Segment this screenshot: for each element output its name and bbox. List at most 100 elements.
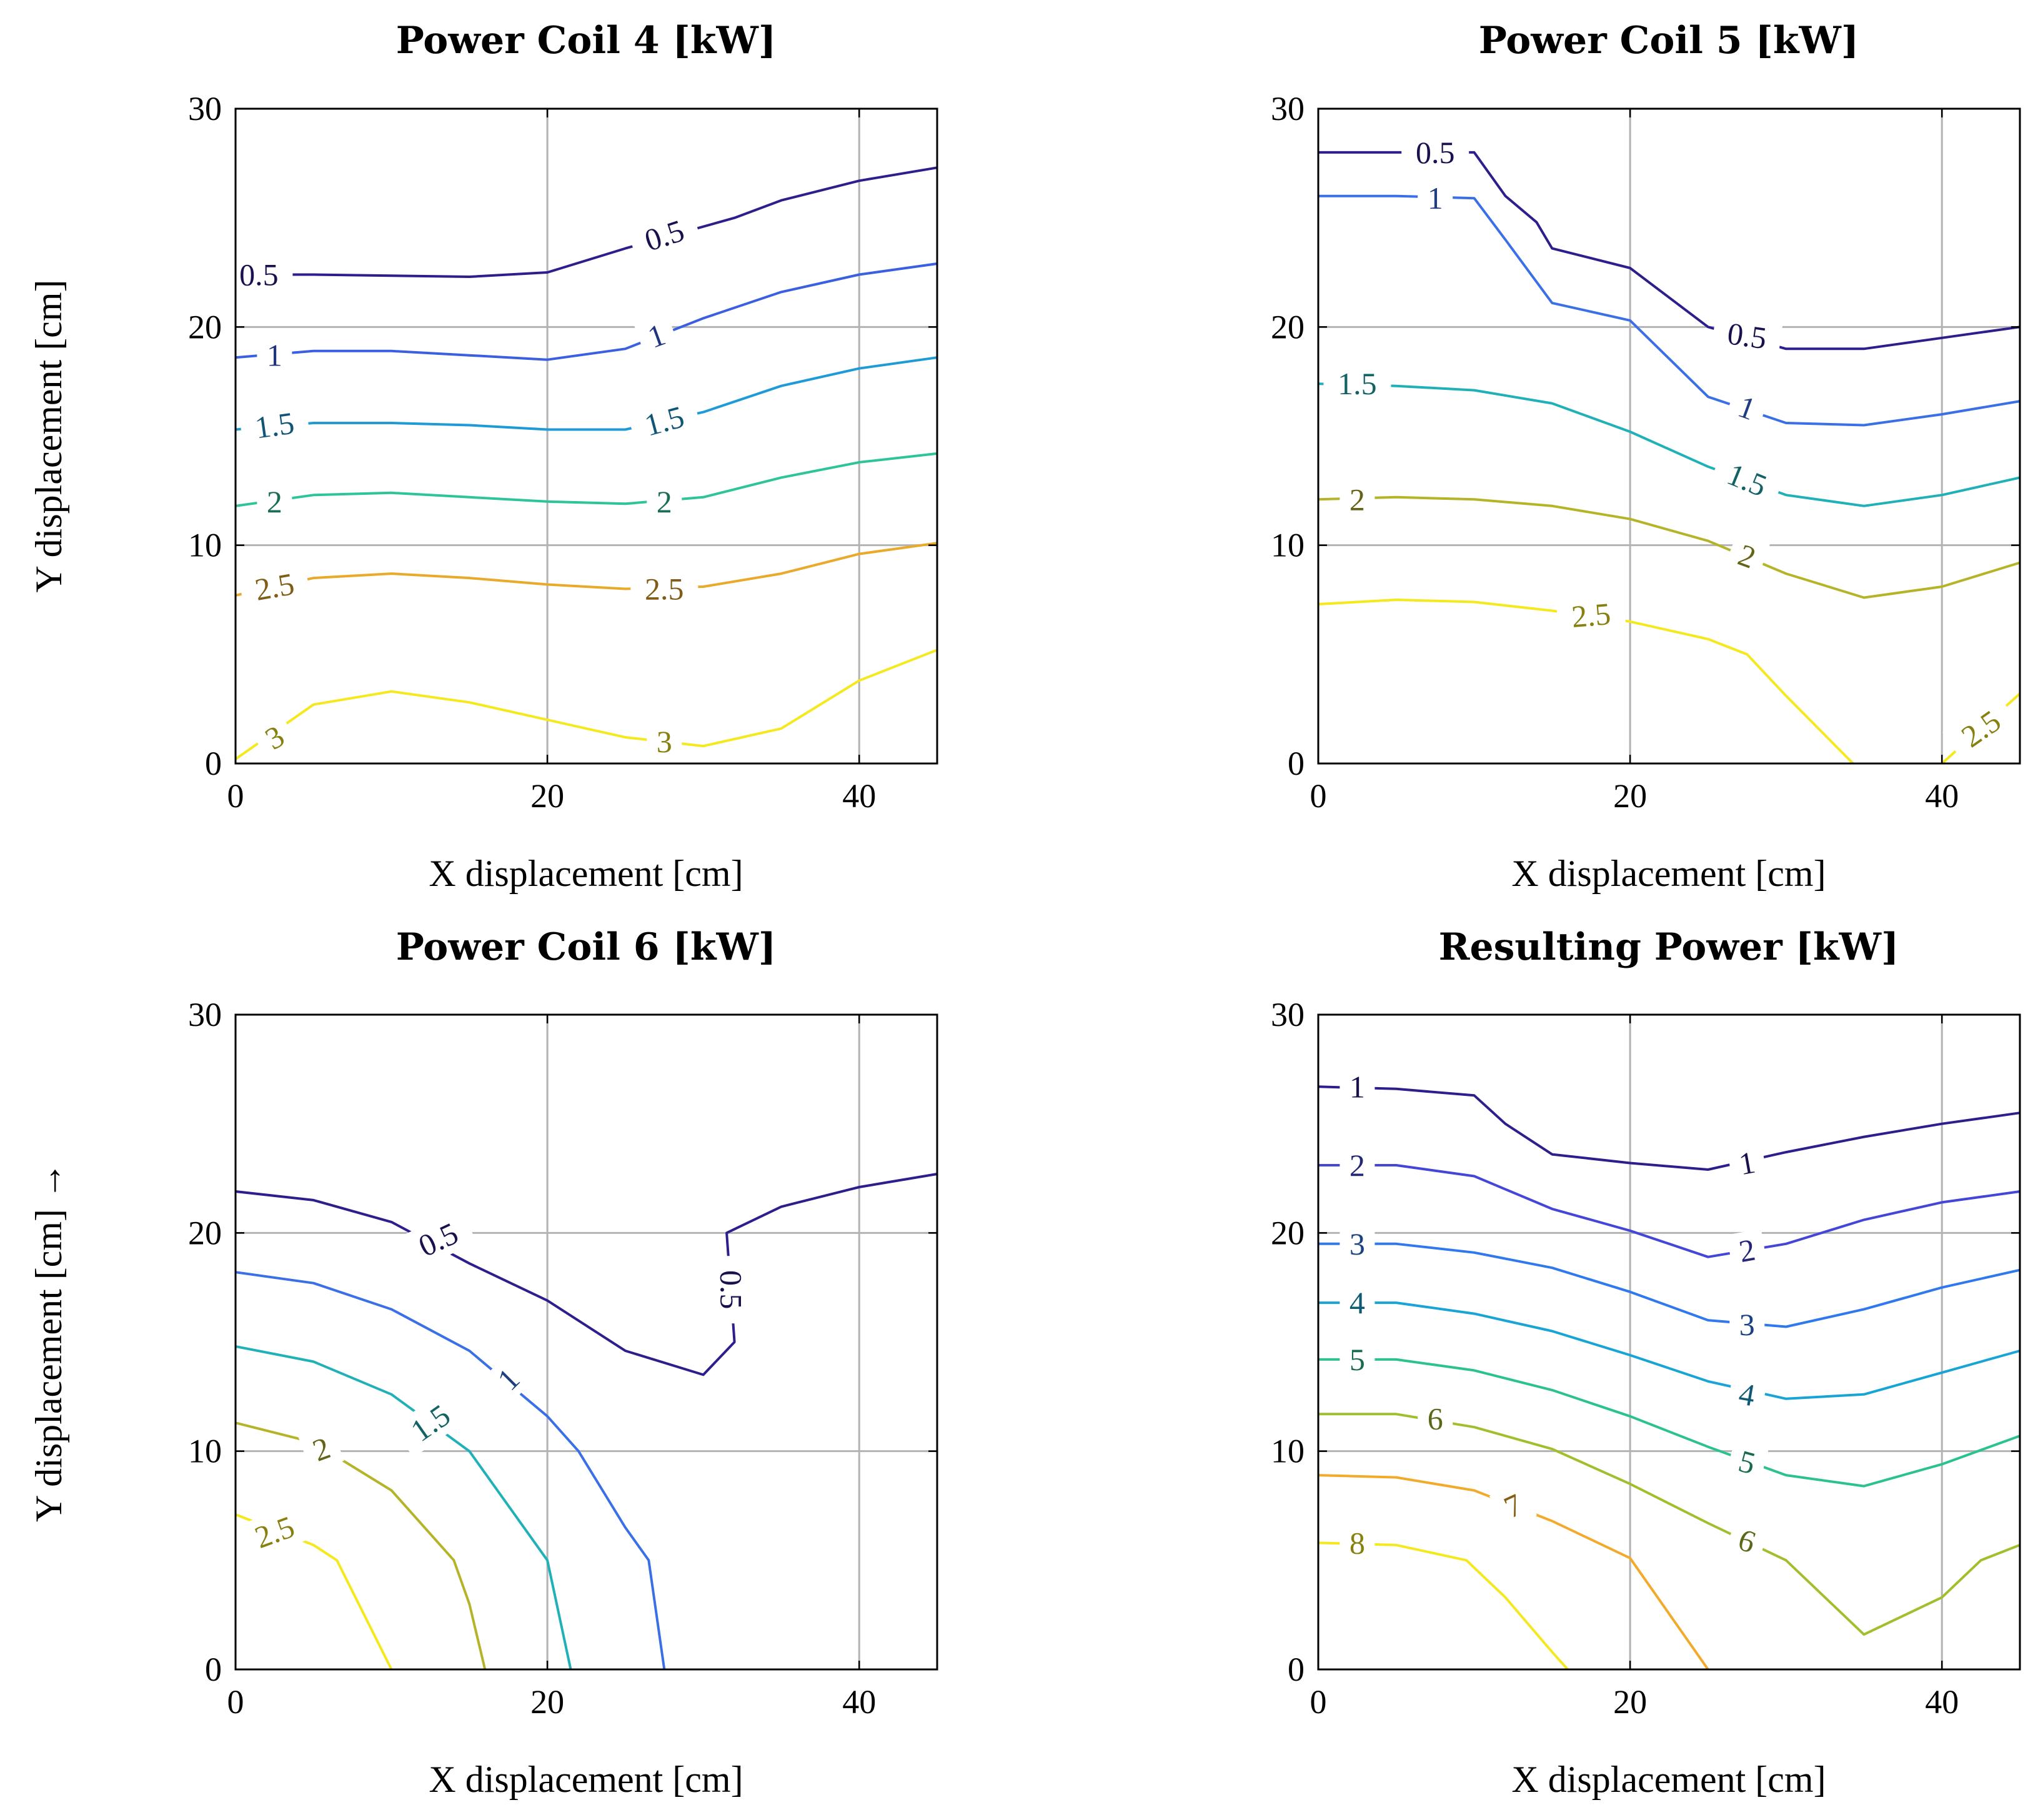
- chart-title: Power Coil 6 [kW]: [396, 925, 776, 969]
- contour-label-group: 1: [634, 312, 680, 360]
- contour-label-background: [298, 1425, 344, 1473]
- x-tick-label: 0: [1310, 777, 1327, 815]
- contour-label-group: 1: [257, 336, 292, 374]
- x-tick-label: 20: [1613, 1683, 1647, 1721]
- y-tick-label: 0: [1288, 745, 1305, 782]
- axis-ticks: 0 20 40 0 10 20 30: [188, 90, 937, 815]
- contour-line-1: [235, 1271, 666, 1670]
- contour-label-background: [626, 207, 702, 264]
- x-tick-label: 40: [842, 1683, 876, 1721]
- contour-label-background: [1724, 1517, 1770, 1564]
- contour-label-group: 6: [1418, 1400, 1453, 1438]
- axis-ticks: 0 20 40 0 10 20 30: [1271, 90, 2020, 815]
- contour-label: 0.5: [714, 1270, 749, 1310]
- contour-label-background: [630, 570, 698, 608]
- gridlines: [1318, 109, 2020, 763]
- contour-label-group: 3: [250, 712, 299, 763]
- contour-label-background: [1340, 1068, 1375, 1106]
- contour-label-background: [1340, 1340, 1375, 1378]
- contour-line-5: [1318, 1358, 2021, 1488]
- plot-frame: [1317, 1013, 2021, 1671]
- contour-label-group: 2: [298, 1425, 344, 1473]
- contour-label-background: [634, 312, 680, 360]
- chart-title: Power Coil 4 [kW]: [396, 19, 776, 62]
- axis-ticks: 0 20 40 0 10 20 30: [1271, 996, 2020, 1721]
- contour-label-background: [1340, 1524, 1375, 1562]
- contour-label-group: 6: [1724, 1517, 1770, 1564]
- contour-label-background: [392, 1388, 469, 1458]
- contour-label-group: 5: [1340, 1340, 1375, 1378]
- plot-frame: [1317, 107, 2021, 765]
- contour-label-group: 0.5: [712, 1256, 750, 1324]
- contour-label-background: [1489, 1481, 1537, 1531]
- contour-line-2: [1318, 1164, 2021, 1258]
- contour-label: 3: [1350, 1226, 1365, 1261]
- contour-label-background: [1401, 133, 1469, 171]
- contour-label-background: [1711, 312, 1783, 359]
- contour-label-group: 4: [1340, 1284, 1375, 1322]
- contour-label: 1: [267, 338, 282, 373]
- y-tick-label: 10: [1271, 527, 1305, 564]
- contour-label: 4: [1350, 1285, 1365, 1320]
- contour-label-background: [257, 336, 292, 374]
- contour-label-background: [1340, 1146, 1375, 1184]
- contour-label-group: 7: [1489, 1481, 1537, 1531]
- y-tick-label: 20: [188, 308, 222, 346]
- contour-label-background: [1418, 179, 1453, 217]
- gridlines: [236, 109, 937, 763]
- contour-line-0.5: [236, 166, 938, 278]
- contour-label: 2: [657, 484, 672, 519]
- contour-label-group: 1.5: [1323, 365, 1391, 403]
- contour-label: 2: [1350, 482, 1365, 517]
- contour-label-group: 2.5: [1556, 593, 1627, 637]
- contour-label: 2.5: [645, 572, 684, 607]
- contour-line-1.5: [235, 356, 938, 431]
- contour-label-background: [1729, 1306, 1765, 1344]
- contour-line-4: [1318, 1301, 2021, 1400]
- y-tick-label: 10: [188, 1433, 222, 1470]
- contour-line-2: [1318, 495, 2021, 599]
- contour-label: 1.5: [253, 405, 297, 445]
- contour-label-group: 2.5: [630, 570, 698, 608]
- contour-label-background: [1942, 694, 2020, 763]
- contour-label-background: [627, 394, 702, 448]
- contour-label-background: [1340, 1225, 1375, 1263]
- x-axis-label: X displacement [cm]: [1511, 1759, 1826, 1800]
- contour-label: 2: [267, 484, 282, 519]
- x-tick-label: 0: [227, 777, 244, 815]
- contour-label-group: 1.5: [238, 402, 311, 449]
- x-tick-label: 0: [1310, 1683, 1327, 1721]
- axis-ticks: 0 20 40 0 10 20 30: [188, 996, 937, 1721]
- contour-label-background: [647, 482, 682, 520]
- contour-label-background: [257, 482, 292, 520]
- contour-label-background: [712, 1256, 750, 1324]
- contour-label-group: 1: [1726, 1141, 1768, 1185]
- x-tick-label: 20: [530, 777, 564, 815]
- y-tick-label: 30: [188, 996, 222, 1033]
- y-tick-label: 10: [1271, 1433, 1305, 1470]
- contour-label-group: 1: [1340, 1068, 1375, 1106]
- contour-label-group: 0.5: [1711, 312, 1783, 359]
- contour-line-1.5: [1318, 382, 2021, 507]
- x-axis-label: X displacement [cm]: [1511, 853, 1826, 894]
- contour-label: 2: [1350, 1148, 1365, 1183]
- contour-label-background: [1724, 384, 1770, 432]
- y-tick-label: 30: [1271, 90, 1305, 127]
- y-tick-label: 30: [1271, 996, 1305, 1033]
- contour-label-background: [1726, 1373, 1768, 1416]
- contour-label: 5: [1350, 1342, 1365, 1377]
- x-tick-label: 0: [227, 1683, 244, 1721]
- contour-label-background: [236, 1503, 313, 1561]
- contour-label: 2.5: [1570, 596, 1612, 634]
- contour-label: 3: [657, 724, 672, 759]
- chart-title: Power Coil 5 [kW]: [1479, 19, 1859, 62]
- x-tick-label: 40: [842, 777, 876, 815]
- contour-label: 0.5: [239, 257, 279, 292]
- contour-label: 2.5: [252, 566, 297, 607]
- y-tick-label: 30: [188, 90, 222, 127]
- contour-line-3: [1318, 1242, 2021, 1328]
- contour-label: 0.5: [1416, 135, 1455, 170]
- x-tick-label: 20: [1613, 777, 1647, 815]
- contour-label-background: [1556, 593, 1627, 637]
